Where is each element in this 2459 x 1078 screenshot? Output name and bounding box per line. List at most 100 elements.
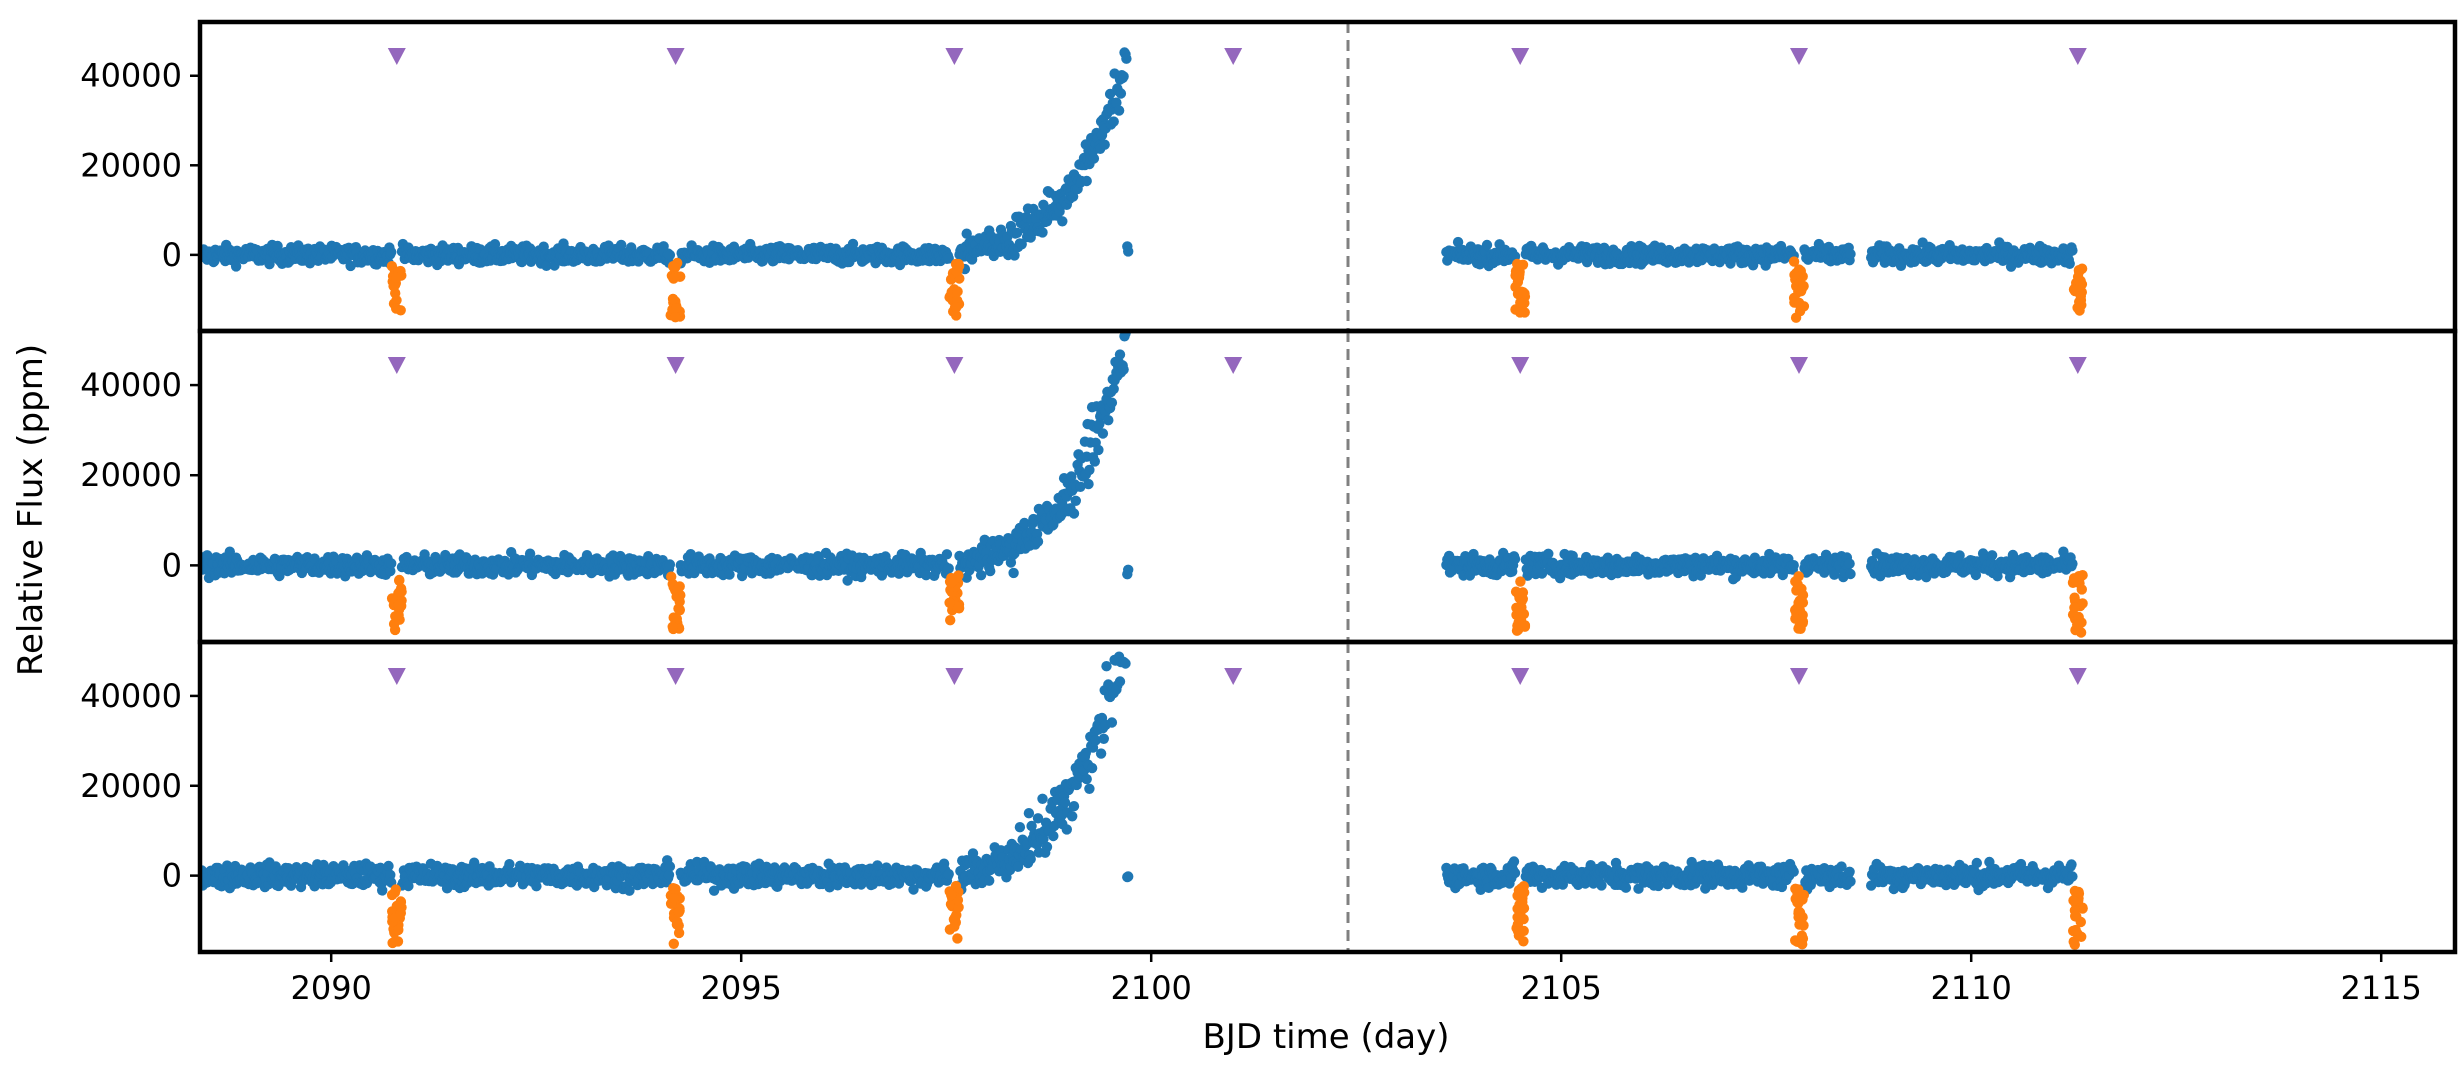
flux-point: [1048, 831, 1058, 841]
flux-point: [944, 869, 954, 879]
flux-point: [1845, 876, 1855, 886]
flux-point: [1510, 554, 1520, 564]
flux-point: [1844, 867, 1854, 877]
transit-point: [2069, 593, 2079, 603]
flux-point: [1789, 560, 1799, 570]
flux-point: [1123, 871, 1133, 881]
transit-point: [1520, 622, 1530, 632]
transit-point: [1795, 624, 1805, 634]
panel-3-points: [195, 616, 2088, 950]
flux-point: [1042, 842, 1052, 852]
flux-point: [1113, 630, 1123, 640]
flux-point: [1037, 227, 1047, 237]
flux-point: [665, 559, 675, 569]
transit-point: [1515, 307, 1525, 317]
flux-point: [1071, 496, 1081, 506]
transit-point: [1515, 576, 1525, 586]
flux-point: [1789, 867, 1799, 877]
flux-point: [984, 876, 994, 886]
flux-point: [1115, 349, 1125, 359]
flux-point: [944, 563, 954, 573]
flux-point: [1123, 246, 1133, 256]
transit-point: [1794, 300, 1804, 310]
flux-point: [1069, 801, 1079, 811]
flux-point: [1121, 54, 1131, 64]
flux-point: [1099, 734, 1109, 744]
transit-point: [951, 266, 961, 276]
transit-point: [396, 305, 406, 315]
flux-point: [1069, 508, 1079, 518]
flux-point: [1509, 856, 1519, 866]
flux-point: [1115, 676, 1125, 686]
flux-point: [1114, 105, 1124, 115]
flux-point: [1845, 569, 1855, 579]
flux-point: [1089, 153, 1099, 163]
flux-point: [1123, 565, 1133, 575]
transit-point: [394, 600, 404, 610]
flux-point: [504, 859, 514, 869]
transit-point: [1514, 603, 1524, 613]
transit-point: [952, 286, 962, 296]
flux-point: [1510, 868, 1520, 878]
transit-point: [395, 587, 405, 597]
flux-point: [1090, 456, 1100, 466]
transit-point: [2069, 573, 2079, 583]
flux-point: [1067, 811, 1077, 821]
flux-point: [1107, 398, 1117, 408]
flux-point: [1082, 774, 1092, 784]
transit-point: [390, 611, 400, 621]
transit-point: [944, 598, 954, 608]
transit-point: [2072, 620, 2082, 630]
flux-point: [2067, 245, 2077, 255]
transit-point: [391, 272, 401, 282]
flux-point: [985, 566, 995, 576]
flux-point: [1093, 445, 1103, 455]
flux-point: [1845, 249, 1855, 259]
flux-point: [1621, 883, 1631, 893]
flux-point: [386, 247, 396, 257]
transit-point: [2073, 272, 2083, 282]
flux-point: [942, 549, 952, 559]
flux-point: [1120, 658, 1130, 668]
flux-point: [1098, 428, 1108, 438]
flux-point: [2065, 259, 2075, 269]
flux-point: [1116, 88, 1126, 98]
flux-point: [1121, 622, 1131, 632]
flux-point: [1100, 140, 1110, 150]
flux-point: [1119, 616, 1129, 626]
flux-point: [1057, 216, 1067, 226]
flux-point: [976, 570, 986, 580]
flux-point: [1118, 364, 1128, 374]
transit-point: [2077, 584, 2087, 594]
transit-point: [1793, 598, 1803, 608]
flux-point: [1026, 854, 1036, 864]
flux-point: [1117, 630, 1127, 640]
flux-point: [1083, 479, 1093, 489]
flux-point: [1037, 794, 1047, 804]
flux-point: [1103, 415, 1113, 425]
transit-point: [675, 605, 685, 615]
transit-point: [2072, 303, 2082, 313]
flux-point: [1060, 797, 1070, 807]
flux-point: [386, 558, 396, 568]
transit-point: [1790, 576, 1800, 586]
transit-point: [951, 310, 961, 320]
flux-point: [665, 861, 675, 871]
transit-point: [1514, 589, 1524, 599]
flux-point: [1096, 748, 1106, 758]
data-points-layer: [195, 47, 2088, 950]
transit-point: [668, 294, 678, 304]
flux-point: [383, 861, 393, 871]
transit-point: [945, 615, 955, 625]
transit-point: [2069, 603, 2079, 613]
transit-point: [394, 575, 404, 585]
transit-point: [1515, 297, 1525, 307]
transit-point: [2076, 291, 2086, 301]
flux-point: [1087, 763, 1097, 773]
transit-point: [1514, 273, 1524, 283]
flux-point: [1082, 176, 1092, 186]
flux-point: [1543, 549, 1553, 559]
transit-point: [946, 577, 956, 587]
